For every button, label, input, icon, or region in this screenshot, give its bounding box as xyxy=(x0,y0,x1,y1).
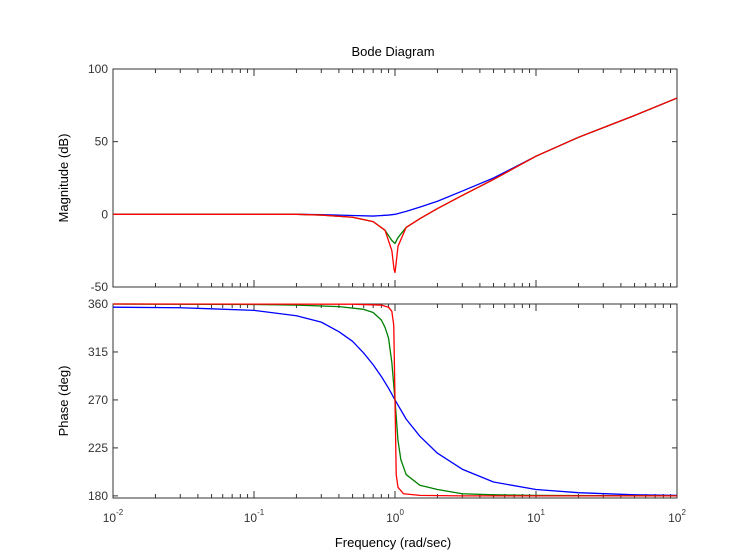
chart-title: Bode Diagram xyxy=(351,44,434,59)
magnitude-panel: -50 0 50 100 Magnitude (dB) xyxy=(56,62,678,294)
y-tick-label: 0 xyxy=(101,207,108,221)
x-tick-label: 10-1 xyxy=(244,508,265,525)
x-tick-label: 10-2 xyxy=(103,508,124,525)
y-tick-label: 225 xyxy=(88,441,108,455)
x-tick-label: 102 xyxy=(668,508,686,525)
y-tick-label: 50 xyxy=(95,135,109,149)
phase-series-line-1 xyxy=(112,306,678,496)
phase-series-line-3 xyxy=(112,303,677,497)
x-axis-label: Frequency (rad/sec) xyxy=(335,535,451,550)
magnitude-plot-frame xyxy=(112,68,678,288)
phase-y-axis-label: Phase (deg) xyxy=(56,366,71,437)
phase-series-line-2 xyxy=(112,303,678,497)
x-tick-label: 100 xyxy=(386,508,404,525)
phase-series-group xyxy=(112,303,678,497)
magnitude-series-group xyxy=(113,97,678,274)
y-tick-label: 270 xyxy=(88,393,108,407)
y-tick-label: 100 xyxy=(88,62,108,76)
phase-panel: 180 225 270 315 360 Phase (deg) xyxy=(56,297,678,503)
y-tick-label: 360 xyxy=(88,297,108,311)
y-tick-label: 180 xyxy=(88,489,108,503)
x-axis-tick-labels: 10-2 10-1 100 101 102 xyxy=(103,508,687,525)
magnitude-axis-ticks: -50 0 50 100 xyxy=(88,62,678,294)
x-tick-label: 101 xyxy=(527,508,545,525)
magnitude-series-line-3 xyxy=(113,97,678,274)
magnitude-y-axis-label: Magnitude (dB) xyxy=(56,134,71,223)
y-tick-label: -50 xyxy=(91,280,109,294)
y-tick-label: 315 xyxy=(88,345,108,359)
phase-axis-ticks: 180 225 270 315 360 xyxy=(88,297,678,503)
